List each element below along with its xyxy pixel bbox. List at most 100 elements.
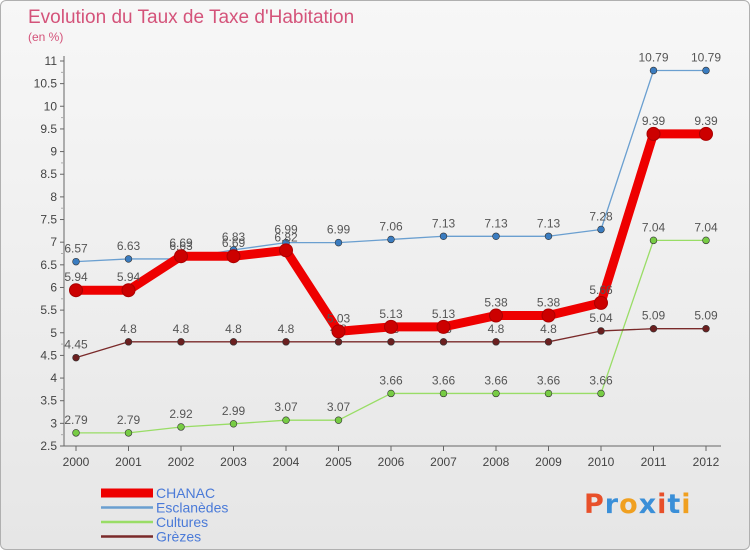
y-tick-label: 7.5: [40, 213, 57, 227]
data-label: 4.45: [64, 338, 88, 352]
data-point: [699, 126, 713, 141]
data-label: 6.63: [169, 239, 193, 253]
data-label: 6.69: [222, 236, 246, 250]
data-point: [544, 338, 553, 346]
logo-letter: x: [638, 489, 658, 520]
data-label: 4.8: [540, 322, 557, 336]
data-label: 10.79: [638, 51, 668, 65]
data-point: [279, 243, 293, 258]
y-tick-label: 2.5: [40, 439, 57, 453]
data-label: 6.63: [117, 239, 141, 253]
data-point: [282, 416, 290, 424]
data-point: [387, 389, 395, 398]
data-label: 4.8: [488, 322, 505, 336]
data-label: 6.99: [327, 223, 351, 237]
data-point: [439, 232, 448, 240]
data-label: 2.79: [64, 413, 88, 427]
data-point: [702, 324, 710, 333]
data-point: [492, 389, 500, 398]
y-tick-label: 9: [50, 145, 57, 159]
x-tick-label: 2007: [430, 455, 457, 469]
x-tick-label: 2004: [273, 455, 300, 469]
data-label: 5.13: [432, 307, 456, 321]
data-label: 9.39: [694, 114, 718, 128]
legend-label: CHANAC: [156, 485, 215, 501]
data-point: [492, 338, 500, 346]
chart-subtitle: (en %): [28, 30, 64, 44]
y-tick-label: 6.5: [40, 258, 57, 272]
logo-letter: i: [657, 489, 668, 520]
data-label: 4.8: [120, 322, 137, 336]
data-label: 5.94: [64, 270, 88, 284]
data-label: 3.66: [432, 373, 456, 387]
data-point: [436, 319, 451, 334]
data-point: [177, 423, 185, 431]
x-tick-label: 2010: [588, 455, 615, 469]
data-point: [229, 338, 238, 346]
data-label: 3.66: [484, 373, 508, 387]
data-label: 5.03: [327, 311, 351, 325]
data-point: [334, 238, 343, 247]
data-point: [331, 324, 346, 339]
logo-letter: o: [619, 489, 639, 520]
data-label: 6.57: [64, 242, 88, 256]
data-label: 5.94: [117, 270, 141, 284]
y-tick-label: 5.5: [40, 303, 57, 317]
legend-label: Cultures: [156, 514, 208, 530]
data-point: [544, 232, 553, 240]
data-point: [334, 416, 343, 424]
data-point: [387, 338, 395, 346]
x-tick-label: 2009: [535, 455, 562, 469]
data-point: [541, 308, 556, 323]
data-label: 5.38: [537, 296, 561, 310]
data-label: 3.07: [327, 400, 351, 414]
data-label: 7.06: [379, 219, 403, 233]
chart-title: Evolution du Taux de Taxe d'Habitation: [28, 7, 355, 28]
data-label: 5.13: [379, 307, 403, 321]
y-tick-label: 8.5: [40, 167, 57, 181]
logo-letter: P: [584, 489, 605, 520]
legend-label: Grèzes: [156, 529, 201, 545]
data-point: [124, 338, 133, 346]
data-label: 7.13: [484, 216, 508, 230]
data-label: 4.8: [225, 322, 242, 336]
data-label: 6.99: [274, 223, 298, 237]
data-label: 7.28: [589, 209, 613, 223]
legend-label: Esclanèdes: [156, 500, 228, 516]
data-point: [597, 225, 605, 234]
data-label: 7.13: [537, 216, 561, 230]
data-label: 5.04: [589, 311, 613, 325]
data-point: [69, 283, 83, 298]
data-point: [702, 236, 710, 245]
x-tick-label: 2011: [641, 455, 667, 469]
data-label: 2.99: [222, 404, 246, 418]
data-point: [387, 235, 395, 244]
data-point: [649, 324, 658, 333]
x-tick-label: 2000: [63, 455, 90, 469]
data-label: 5.66: [589, 283, 613, 297]
x-tick-label: 2005: [325, 455, 352, 469]
data-point: [439, 389, 448, 398]
y-tick-label: 4.5: [40, 348, 57, 362]
y-tick-label: 3: [50, 416, 57, 430]
y-tick-label: 4: [50, 371, 57, 385]
logo-letter: t: [667, 489, 682, 520]
y-tick-label: 11: [45, 54, 58, 68]
y-tick-label: 8: [50, 190, 57, 204]
x-tick-label: 2012: [693, 455, 720, 469]
data-point: [226, 249, 241, 264]
data-point: [121, 283, 136, 298]
x-tick-label: 2008: [483, 455, 510, 469]
data-point: [282, 338, 290, 346]
data-point: [489, 308, 503, 323]
data-label: 4.8: [278, 322, 295, 336]
data-point: [594, 295, 608, 310]
logo-letter: r: [604, 489, 620, 520]
data-label: 2.79: [117, 413, 141, 427]
logo-letter: i: [681, 489, 692, 520]
data-point: [229, 420, 238, 428]
data-label: 6.82: [274, 230, 298, 244]
data-point: [492, 232, 500, 240]
